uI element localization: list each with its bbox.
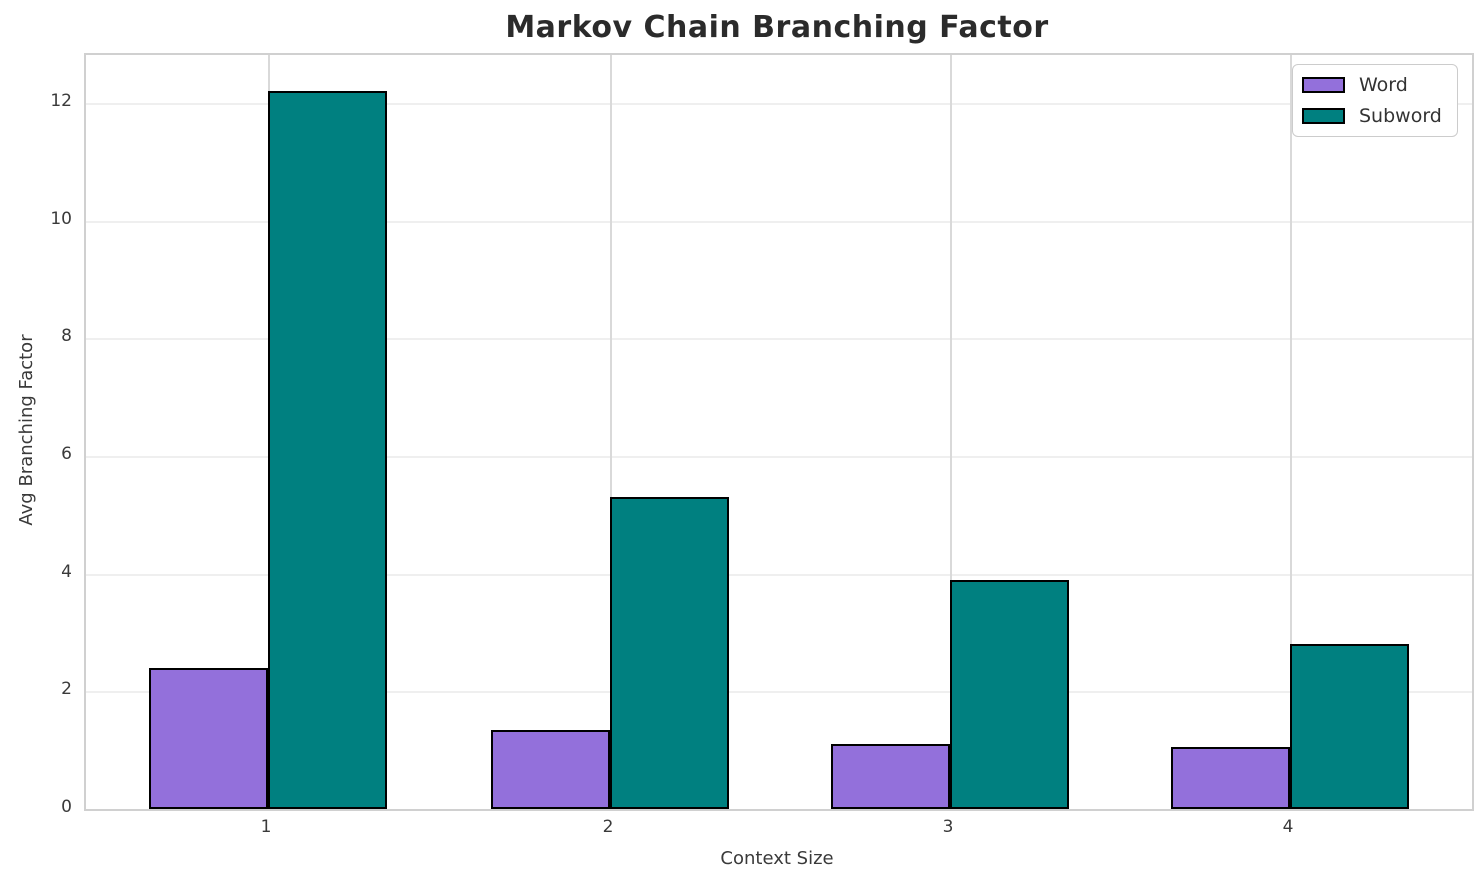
y-tick-label: 8	[61, 326, 72, 347]
y-axis-label-text: Avg Branching Factor	[16, 334, 37, 526]
bar-word-context-2	[491, 730, 610, 809]
x-gridline	[1290, 55, 1292, 809]
legend-swatch-subword	[1302, 108, 1345, 124]
x-gridline	[950, 55, 952, 809]
legend: Word Subword	[1292, 64, 1458, 137]
y-tick-label: 6	[61, 444, 72, 465]
y-gridline	[86, 573, 1472, 576]
legend-swatch-word	[1302, 77, 1345, 93]
y-gridline	[86, 456, 1472, 459]
x-tick-label: 4	[1282, 817, 1294, 837]
legend-label-subword: Subword	[1359, 105, 1442, 127]
x-tick-label: 3	[942, 817, 954, 837]
y-tick-label: 10	[50, 208, 72, 229]
y-tick-label: 12	[50, 91, 72, 112]
bar-word-context-1	[149, 668, 268, 809]
plot-area	[84, 53, 1474, 811]
bar-word-context-3	[831, 744, 950, 809]
bar-subword-context-3	[950, 580, 1069, 809]
chart-title: Markov Chain Branching Factor	[505, 10, 1049, 45]
y-gridline	[86, 103, 1472, 106]
y-gridline	[86, 338, 1472, 341]
legend-label-word: Word	[1359, 74, 1408, 96]
legend-entry-subword: Subword	[1302, 105, 1445, 127]
y-gridline	[86, 691, 1472, 694]
y-tick-label: 2	[61, 679, 72, 700]
y-tick-label: 4	[61, 561, 72, 582]
bar-subword-context-4	[1290, 644, 1409, 809]
bar-subword-context-1	[268, 91, 387, 809]
y-tick-label: 0	[61, 797, 72, 817]
bar-word-context-4	[1171, 747, 1290, 809]
x-tick-label: 1	[260, 817, 272, 837]
bar-subword-context-2	[610, 497, 729, 809]
y-gridline	[86, 220, 1472, 223]
x-gridline	[610, 55, 612, 809]
legend-entry-word: Word	[1302, 74, 1445, 96]
x-tick-label: 2	[602, 817, 614, 837]
x-axis-label: Context Size	[720, 848, 834, 869]
